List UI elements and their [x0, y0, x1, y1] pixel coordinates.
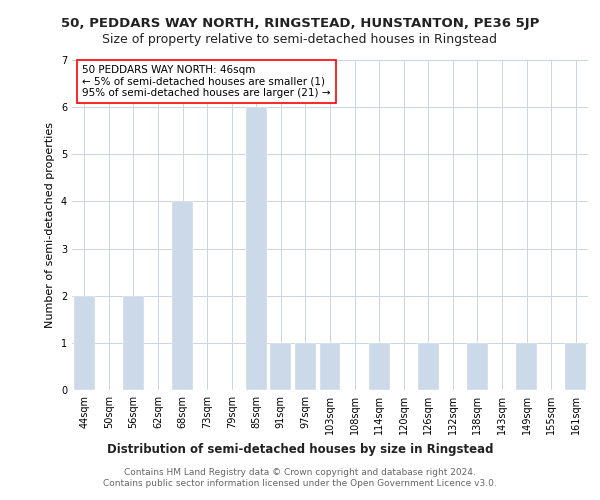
Y-axis label: Number of semi-detached properties: Number of semi-detached properties: [46, 122, 55, 328]
Text: Contains HM Land Registry data © Crown copyright and database right 2024.
Contai: Contains HM Land Registry data © Crown c…: [103, 468, 497, 487]
Text: Distribution of semi-detached houses by size in Ringstead: Distribution of semi-detached houses by …: [107, 442, 493, 456]
Bar: [565, 343, 586, 390]
Bar: [271, 343, 292, 390]
Bar: [467, 343, 488, 390]
Bar: [74, 296, 95, 390]
Text: 50 PEDDARS WAY NORTH: 46sqm
← 5% of semi-detached houses are smaller (1)
95% of : 50 PEDDARS WAY NORTH: 46sqm ← 5% of semi…: [82, 65, 331, 98]
Bar: [172, 202, 193, 390]
Bar: [418, 343, 439, 390]
Bar: [246, 107, 267, 390]
Bar: [320, 343, 340, 390]
Text: Size of property relative to semi-detached houses in Ringstead: Size of property relative to semi-detach…: [103, 32, 497, 46]
Bar: [516, 343, 537, 390]
Bar: [123, 296, 144, 390]
Text: 50, PEDDARS WAY NORTH, RINGSTEAD, HUNSTANTON, PE36 5JP: 50, PEDDARS WAY NORTH, RINGSTEAD, HUNSTA…: [61, 18, 539, 30]
Bar: [295, 343, 316, 390]
Bar: [368, 343, 389, 390]
